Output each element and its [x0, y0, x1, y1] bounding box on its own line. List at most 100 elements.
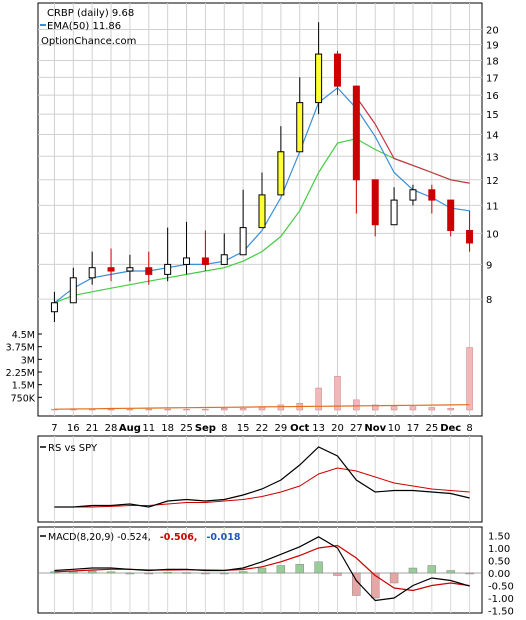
- rs-grid: [53, 436, 471, 522]
- price-tick-label: 13: [486, 152, 499, 163]
- macd-tick-label: 0.00: [488, 569, 510, 580]
- candle-body: [428, 189, 436, 201]
- macd-legend: MACD(8,20,9) -0.524, -0.506, -0.018: [48, 532, 241, 543]
- volume-average-line: [54, 404, 470, 410]
- macd-hist-bar: [238, 571, 248, 574]
- candle-body: [239, 227, 247, 256]
- macd-hist-bar: [427, 565, 437, 574]
- macd-tick-label: 0.50: [488, 557, 510, 568]
- volume-bar: [126, 408, 134, 411]
- volume-bar: [107, 408, 115, 411]
- macd-hist-bar: [371, 572, 380, 599]
- volume-bar: [202, 408, 209, 411]
- volume-tick-label: 3M: [21, 355, 35, 366]
- x-tick-label: Oct: [290, 423, 309, 434]
- candle-body: [201, 257, 209, 265]
- macd-hist-bar: [201, 572, 210, 575]
- candle-body: [333, 53, 341, 87]
- candle-body: [315, 53, 323, 104]
- volume-bar: [277, 404, 285, 411]
- macd-hist-bar: [389, 572, 399, 584]
- x-tick-label: Nov: [364, 423, 386, 434]
- macd-tick-label: -1.00: [488, 594, 514, 605]
- macd-tick-label: 1.00: [488, 544, 510, 555]
- ema-short-line: [54, 87, 470, 304]
- volume-bars: [51, 347, 473, 411]
- x-tick-label: 13: [312, 423, 325, 434]
- price-tick-label: 14: [486, 130, 499, 141]
- x-tick-label: 27: [350, 423, 363, 434]
- macd-hist-bar: [125, 572, 135, 575]
- legend-ema: EMA(50) 11.86: [47, 21, 121, 32]
- volume-bar: [164, 408, 171, 411]
- volume-bar: [315, 387, 322, 411]
- x-tick-label: 11: [142, 423, 155, 434]
- rs-panel: RS vs SPY: [37, 435, 483, 523]
- price-tick-label: 17: [486, 73, 499, 84]
- volume-tick-label: 1.5M: [12, 381, 35, 392]
- candle-body: [107, 267, 115, 272]
- candle-body: [50, 302, 58, 313]
- volume-tick-label: 3.75M: [6, 343, 35, 354]
- candle-body: [164, 263, 172, 275]
- macd-panel: MACD(8,20,9) -0.524, -0.506, -0.018 1.50…: [37, 526, 514, 618]
- macd-tick-label: -0.50: [488, 582, 514, 593]
- macd-signal-value: -0.506,: [160, 532, 198, 543]
- ema-long-line: [355, 96, 470, 184]
- volume-tick-label: 4.5M: [12, 330, 35, 341]
- price-tick-label: 8: [486, 295, 492, 306]
- macd-hist-bar: [144, 572, 153, 575]
- macd-hist-bar: [87, 570, 97, 574]
- macd-axis: 1.501.00 0.500.00 -0.50-1.00 -1.50: [488, 532, 514, 618]
- macd-label: MACD(8,20,9) -0.524,: [48, 532, 151, 543]
- candle-body: [352, 85, 360, 181]
- candle-body: [409, 189, 417, 201]
- macd-tick-label: 1.50: [488, 532, 510, 543]
- price-tick-label: 20: [486, 26, 499, 37]
- price-tick-label: 12: [486, 176, 499, 187]
- candle-body: [220, 254, 228, 265]
- x-tick-label: 15: [237, 423, 250, 434]
- volume-bar: [145, 408, 153, 411]
- x-tick-label: 8: [221, 423, 227, 434]
- candle-body: [466, 230, 474, 244]
- x-tick-label: 28: [105, 423, 118, 434]
- macd-line: [54, 536, 470, 602]
- volume-tick-label: 750K: [11, 393, 36, 404]
- volume-bar: [239, 408, 247, 411]
- x-tick-label: Sep: [195, 423, 216, 434]
- candle-body: [258, 194, 266, 229]
- rs-average-line: [54, 467, 470, 508]
- x-tick-label: 8: [466, 423, 472, 434]
- candle-body: [126, 267, 134, 272]
- candle-body: [296, 102, 304, 153]
- main-grid: [38, 3, 482, 416]
- rs-label: RS vs SPY: [48, 443, 98, 454]
- price-axis: 20 19 18 17 16 15 14 13 12 11 10 9 8: [486, 26, 499, 307]
- candle-body: [69, 277, 77, 304]
- price-tick-label: 15: [486, 110, 499, 121]
- x-tick-label: 18: [161, 423, 174, 434]
- macd-hist-bar: [106, 571, 116, 574]
- volume-bar: [371, 404, 379, 411]
- candle-body: [88, 267, 96, 279]
- x-axis: 7 16 21 28 Aug 11 18 25 Sep 8 15 22 29 Oct 13 20 27 Nov 10…: [51, 423, 473, 434]
- price-tick-label: 18: [486, 57, 499, 68]
- x-tick-label: 20: [331, 423, 344, 434]
- macd-hist-bar: [276, 565, 286, 574]
- candle-body: [371, 179, 379, 226]
- volume-bar: [447, 408, 454, 411]
- volume-bar: [390, 406, 398, 411]
- rs-line: [54, 446, 470, 508]
- candle-body: [390, 199, 398, 226]
- macd-hist-bar: [182, 572, 191, 574]
- macd-hist-bar: [408, 567, 418, 574]
- macd-tick-label: -1.50: [488, 607, 514, 617]
- candlesticks: [50, 22, 474, 322]
- macd-hist-bar: [314, 561, 323, 574]
- main-panel: CRBP (daily) 9.68 EMA(50) 11.86 OptionCh…: [6, 2, 499, 417]
- candle-body: [277, 151, 285, 196]
- price-tick-label: 11: [486, 201, 499, 212]
- volume-bar: [466, 347, 473, 411]
